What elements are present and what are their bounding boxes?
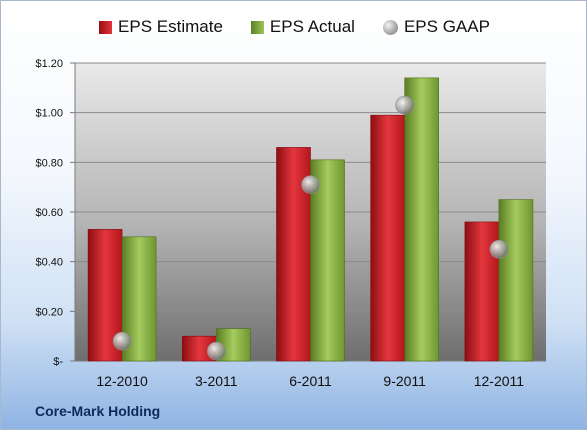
y-tick-label: $0.40 xyxy=(35,257,63,269)
legend-swatch-eps-actual xyxy=(250,20,264,34)
point-eps-gaap xyxy=(301,175,320,194)
bar-eps-actual xyxy=(498,199,534,362)
bar-eps-estimate xyxy=(370,114,406,362)
legend-item-eps-gaap: EPS GAAP xyxy=(382,17,490,37)
y-tick-label: $1.00 xyxy=(35,108,63,120)
legend: EPS Estimate EPS Actual EPS GAAP xyxy=(1,17,587,37)
bar-eps-actual xyxy=(121,236,157,362)
y-tick-label: $0.60 xyxy=(35,207,63,219)
legend-item-eps-estimate: EPS Estimate xyxy=(99,17,223,37)
y-tick-label: $0.80 xyxy=(35,157,63,169)
y-tick-label: $- xyxy=(53,356,63,368)
legend-label-eps-gaap: EPS GAAP xyxy=(403,17,490,36)
legend-swatch-eps-estimate xyxy=(99,20,113,34)
bar-eps-actual xyxy=(310,159,345,362)
point-eps-gaap xyxy=(112,331,132,351)
x-tick-label: 3-2011 xyxy=(195,373,238,389)
point-eps-gaap xyxy=(395,95,415,115)
x-tick-label: 9-2011 xyxy=(383,373,426,389)
y-tick-label: $0.20 xyxy=(35,306,63,318)
point-eps-gaap xyxy=(489,239,509,259)
legend-swatch-eps-gaap xyxy=(382,19,398,35)
company-name: Core-Mark Holding xyxy=(35,403,161,419)
legend-label-eps-estimate: EPS Estimate xyxy=(118,17,223,36)
legend-item-eps-actual: EPS Actual xyxy=(250,17,355,37)
point-eps-gaap xyxy=(207,341,226,361)
legend-label-eps-actual: EPS Actual xyxy=(269,17,355,36)
x-tick-label: 12-2010 xyxy=(96,373,148,389)
x-tick-label: 12-2011 xyxy=(474,373,525,389)
y-tick-label: $1.20 xyxy=(35,58,63,70)
bar-eps-actual xyxy=(404,77,440,362)
x-tick-label: 6-2011 xyxy=(289,373,332,389)
